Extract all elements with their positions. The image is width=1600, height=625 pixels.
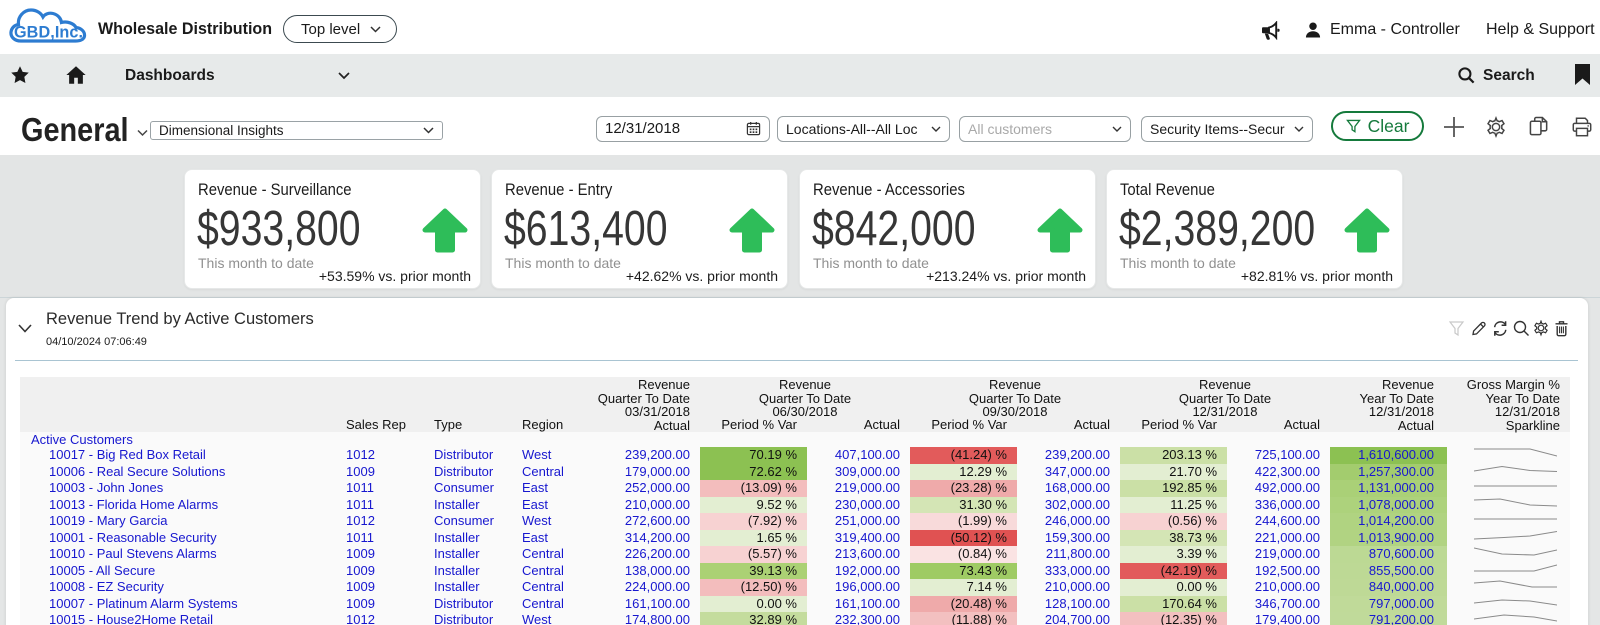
svg-text:GBD,Inc.: GBD,Inc. <box>14 24 83 42</box>
